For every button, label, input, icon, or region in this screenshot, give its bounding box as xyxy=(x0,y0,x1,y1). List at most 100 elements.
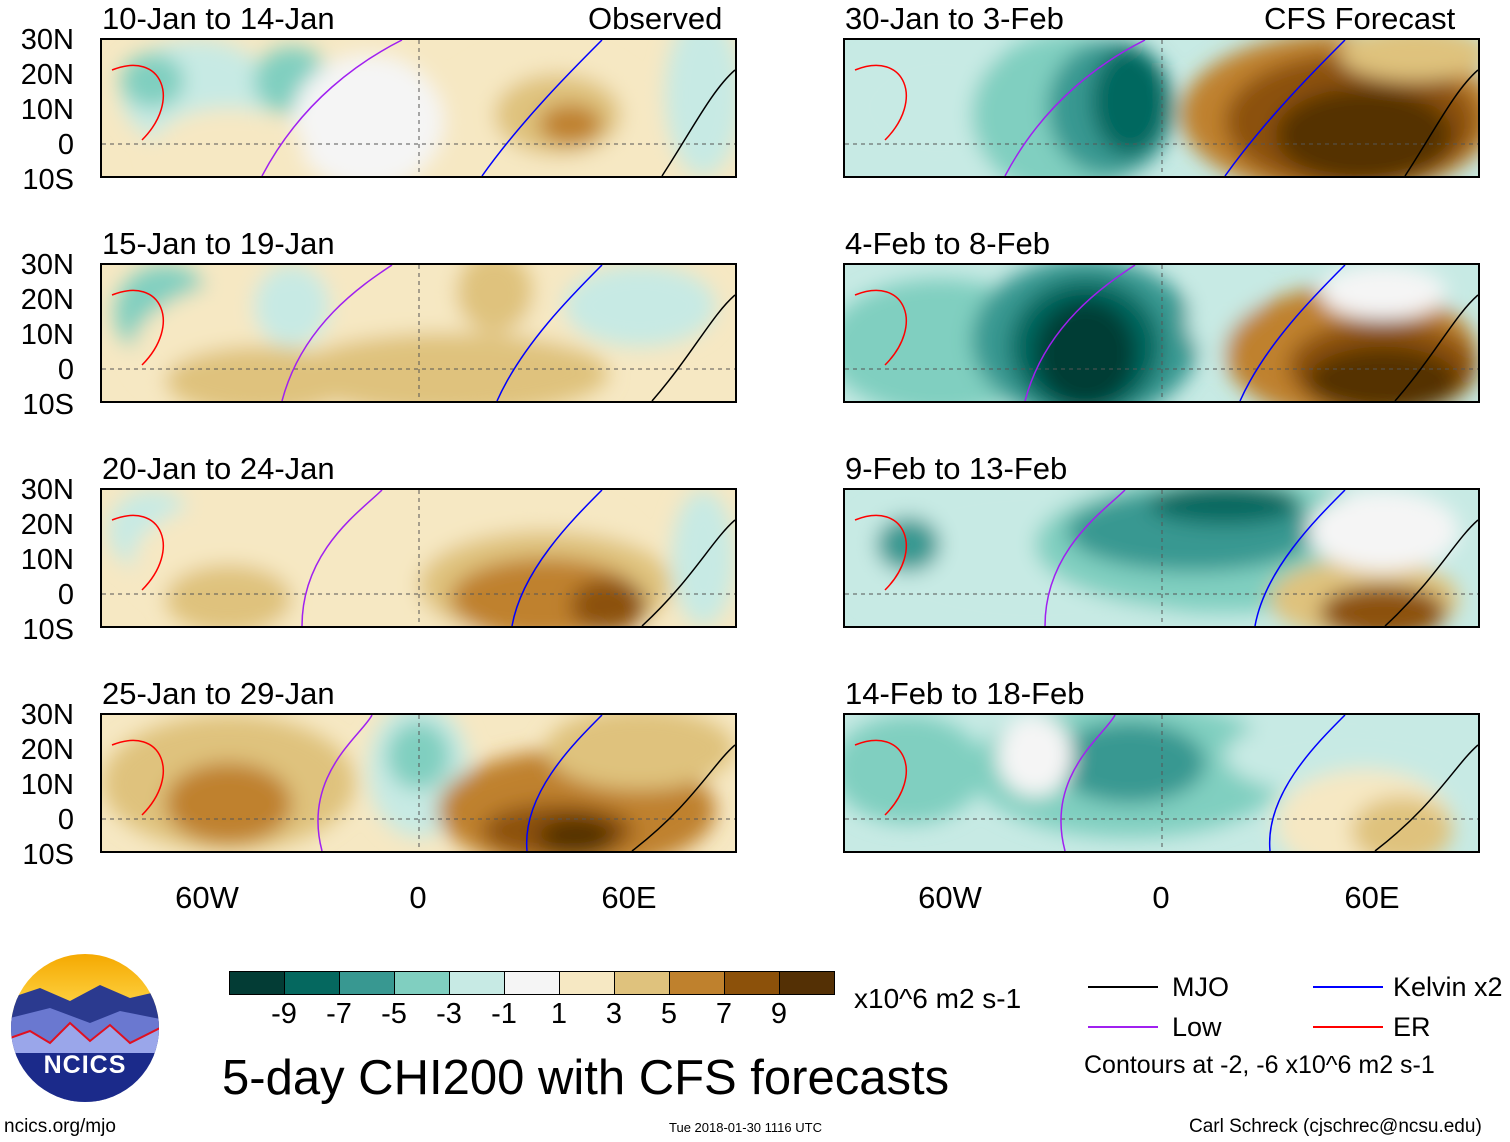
colorbar-label: -9 xyxy=(271,998,297,1030)
contour-line xyxy=(1268,715,1346,851)
map-panel xyxy=(843,263,1480,403)
panel-title: 4-Feb to 8-Feb xyxy=(845,226,1051,261)
contour-line xyxy=(854,64,907,141)
lat-label: 30N xyxy=(20,699,74,731)
legend-kelvin-line xyxy=(1313,986,1383,988)
colorbar-units: x10^6 m2 s-1 xyxy=(854,983,1022,1014)
cfs-forecast-label: CFS Forecast xyxy=(1264,1,1456,36)
anomaly-region xyxy=(1224,715,1478,797)
lat-label: 20N xyxy=(20,734,74,766)
contour-line xyxy=(111,64,164,141)
anomaly-region xyxy=(165,762,292,845)
colorbar-swatch xyxy=(725,972,780,994)
lat-label: 20N xyxy=(20,284,74,316)
colorbar-label: 9 xyxy=(770,998,788,1030)
colorbar-swatch xyxy=(615,972,670,994)
legend-low-line xyxy=(1088,1026,1158,1028)
contour-line xyxy=(301,490,383,626)
contour-line xyxy=(481,40,603,176)
anomaly-region xyxy=(152,108,305,176)
colorbar-label: 3 xyxy=(605,998,623,1030)
lat-label: 10S xyxy=(22,614,74,646)
legend-er: ER xyxy=(1393,1012,1431,1042)
contour-line xyxy=(281,265,393,401)
anomaly-region xyxy=(165,564,292,626)
lat-label: 20N xyxy=(20,509,74,541)
colorbar-swatch xyxy=(340,972,395,994)
map-panel xyxy=(100,488,737,628)
lon-label: 60E xyxy=(601,880,657,915)
contour-line xyxy=(1384,519,1478,626)
contour-line xyxy=(661,69,735,176)
anomaly-region xyxy=(545,715,735,790)
panel-title: 20-Jan to 24-Jan xyxy=(102,451,335,486)
colorbar-swatch xyxy=(780,972,834,994)
colorbar-label: 1 xyxy=(550,998,568,1030)
contour-line xyxy=(1239,265,1346,401)
legend-mjo: MJO xyxy=(1172,972,1229,1002)
contour-line xyxy=(1060,715,1116,851)
contour-line xyxy=(111,514,164,591)
contour-line xyxy=(1004,40,1146,176)
contour-line xyxy=(511,490,603,626)
contour-line xyxy=(651,294,735,401)
colorbar-swatch xyxy=(505,972,560,994)
lat-label: 0 xyxy=(57,129,74,161)
colorbar-label: -7 xyxy=(326,998,352,1030)
contour-line xyxy=(317,715,373,851)
map-panel xyxy=(843,488,1480,628)
panel-title: 25-Jan to 29-Jan xyxy=(102,676,335,711)
colorbar-label: -3 xyxy=(436,998,462,1030)
anomaly-region xyxy=(1034,299,1137,401)
map-panel xyxy=(843,713,1480,853)
anomaly-region xyxy=(1148,490,1301,524)
ncics-logo: NCICS xyxy=(10,953,160,1103)
anomaly-region xyxy=(564,265,717,347)
colorbar-label: 7 xyxy=(715,998,733,1030)
legend-low: Low xyxy=(1172,1012,1222,1042)
anomaly-region xyxy=(1307,346,1459,401)
legend-er-line xyxy=(1313,1026,1383,1028)
colorbar-swatch xyxy=(670,972,725,994)
anomaly-region xyxy=(845,715,985,824)
footer-credit: Carl Schreck (cjschrec@ncsu.edu) xyxy=(1189,1116,1482,1137)
panel-title: 9-Feb to 13-Feb xyxy=(845,451,1068,486)
lat-label: 20N xyxy=(20,59,74,91)
contour-line xyxy=(111,289,164,366)
anomaly-region xyxy=(1053,721,1206,804)
contour-line xyxy=(1254,490,1346,626)
contour-line xyxy=(1394,294,1478,401)
colorbar-swatch xyxy=(395,972,450,994)
colorbar-swatch xyxy=(230,972,285,994)
colorbar-swatch xyxy=(285,972,340,994)
lat-label: 10S xyxy=(22,839,74,871)
map-panel xyxy=(100,38,737,178)
contour-line xyxy=(1044,490,1126,626)
footer-url[interactable]: ncics.org/mjo xyxy=(4,1116,116,1137)
lat-label: 30N xyxy=(20,474,74,506)
map-panel xyxy=(843,38,1480,178)
lat-label: 30N xyxy=(20,24,74,56)
colorbar-label: 5 xyxy=(660,998,678,1030)
colorbar-swatch xyxy=(560,972,615,994)
panel-title: 14-Feb to 18-Feb xyxy=(845,676,1085,711)
anomaly-region xyxy=(1338,40,1478,81)
anomaly-region xyxy=(120,53,185,108)
contour-line xyxy=(854,514,907,591)
anomaly-region xyxy=(538,817,615,851)
lon-label: 0 xyxy=(409,880,427,915)
contour-line xyxy=(1224,40,1346,176)
contour-line xyxy=(261,40,403,176)
contour-line xyxy=(1024,265,1136,401)
contour-line xyxy=(1404,69,1478,176)
anomaly-region xyxy=(1275,87,1453,176)
lat-label: 10N xyxy=(20,769,74,801)
logo-text: NCICS xyxy=(43,1051,127,1079)
footer-timestamp: Tue 2018-01-30 1116 UTC xyxy=(669,1120,822,1135)
anomaly-region xyxy=(291,53,444,176)
figure-title: 5-day CHI200 with CFS forecasts xyxy=(222,1051,950,1105)
lon-label: 60W xyxy=(175,880,239,915)
anomaly-region xyxy=(538,103,603,145)
lon-label: 0 xyxy=(1152,880,1170,915)
contour-line xyxy=(641,519,735,626)
